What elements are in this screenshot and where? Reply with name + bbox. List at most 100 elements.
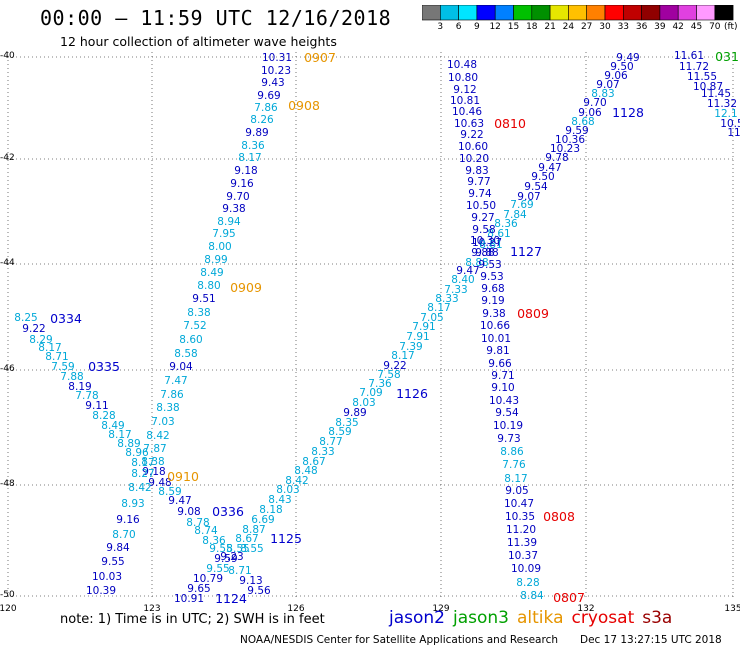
- wave-height-value: 10.5: [720, 118, 740, 130]
- wave-height-value: 9.70: [226, 191, 249, 203]
- wave-height-value: 9.69: [257, 90, 280, 102]
- wave-height-value: 8.83: [591, 88, 614, 100]
- pass-time-label: 0909: [230, 280, 262, 295]
- wave-height-value: 8.36: [202, 535, 226, 547]
- wave-height-value: 9.83: [465, 165, 488, 177]
- lat-tick-label: -44: [0, 258, 15, 268]
- wave-height-value: 8.58: [174, 348, 197, 360]
- pass-time-label: 1127: [510, 244, 542, 259]
- pass-time-label: 0335: [88, 359, 120, 374]
- pass-time-label: 0809: [517, 306, 549, 321]
- wave-height-value: 7.91: [412, 321, 435, 333]
- wave-height-value: 11.39: [507, 537, 537, 549]
- wave-height-value: 7.03: [151, 416, 174, 428]
- color-scale-label: 12: [489, 22, 501, 32]
- wave-height-value: 9.22: [383, 360, 406, 372]
- pass-time-label: 1126: [396, 386, 428, 401]
- wave-height-value: 11: [727, 127, 740, 139]
- wave-height-value: 10.23: [550, 143, 580, 155]
- wave-height-value: 11.32: [707, 98, 737, 110]
- wave-height-value: 9.58: [472, 224, 495, 236]
- wave-height-value: 9.27: [471, 212, 494, 224]
- wave-height-value: 9.10: [491, 382, 514, 394]
- wave-height-value: 10.36: [555, 134, 585, 146]
- wave-height-value: 9.18: [234, 165, 257, 177]
- wave-height-value: 10.47: [504, 498, 534, 510]
- wave-height-value: 7.78: [75, 390, 98, 402]
- wave-height-value: 8.17: [504, 473, 527, 485]
- wave-height-value: 9.49: [616, 52, 639, 64]
- lon-tick-label: 135: [724, 604, 740, 614]
- wave-height-value: 9.07: [596, 79, 619, 91]
- color-scale-label: 3: [437, 22, 444, 32]
- wave-height-value: 9.53: [478, 259, 501, 271]
- wave-height-value: 10.79: [193, 573, 223, 585]
- wave-height-value: 7.33: [444, 284, 467, 296]
- color-scale-label: 21: [544, 22, 556, 32]
- wave-height-value: 9.18: [142, 466, 165, 478]
- wave-height-value: 10.60: [458, 141, 488, 153]
- pass-time-label: 0910: [167, 469, 199, 484]
- pass-time-label: 0808: [543, 509, 575, 524]
- wave-height-value: 8.28: [516, 577, 539, 589]
- wave-height-value: 9.51: [192, 293, 215, 305]
- wave-height-value: 9.65: [187, 583, 210, 595]
- wave-height-value: 11.72: [679, 61, 709, 73]
- wave-height-value: 10.80: [448, 72, 478, 84]
- wave-height-value: 9.54: [524, 181, 548, 193]
- satellite-tracks: 10.3110.239.439.697.868.269.898.368.179.…: [14, 49, 740, 606]
- wave-height-value: 8.38: [156, 402, 179, 414]
- wave-height-value: 10.81: [450, 95, 480, 107]
- wave-height-value: 8.61: [487, 228, 510, 240]
- wave-height-value: 9.19: [481, 295, 504, 307]
- wave-height-value: 9.88: [475, 247, 498, 259]
- lat-tick-label: -46: [0, 364, 15, 374]
- color-scale-label: 70: [709, 22, 721, 32]
- wave-height-value: 8.29: [29, 334, 52, 346]
- wave-height-value: 10.39: [86, 585, 116, 597]
- wave-height-value: 9.48: [148, 477, 171, 489]
- wave-height-value: 8.59: [158, 486, 181, 498]
- wave-height-value: 10.23: [261, 65, 291, 77]
- wave-height-value: 9.38: [222, 203, 245, 215]
- wave-height-value: 7.05: [420, 312, 443, 324]
- legend-item-cryosat: cryosat: [571, 608, 635, 628]
- units-note: note: 1) Time is in UTC; 2) SWH is in fe…: [60, 612, 325, 627]
- color-scale-label: 33: [617, 22, 630, 32]
- lon-tick-label: 123: [143, 604, 161, 614]
- wave-height-value: 7.36: [368, 378, 392, 390]
- wave-height-value: 8.18: [259, 504, 282, 516]
- wave-height-value: 11.55: [687, 71, 717, 83]
- wave-height-value: 9.47: [456, 265, 479, 277]
- wave-height-value: 9.43: [261, 77, 284, 89]
- wave-height-value: 8.87: [242, 524, 265, 536]
- wave-height-value: 9.50: [610, 61, 633, 73]
- color-scale-label: 42: [672, 22, 684, 32]
- footer-credit: NOAA/NESDIS Center for Satellite Applica…: [240, 634, 558, 646]
- wave-height-value: 9.47: [538, 162, 561, 174]
- page-title: 00:00 – 11:59 UTC 12/16/2018: [40, 6, 392, 30]
- wave-height-value: 8.17: [238, 152, 261, 164]
- wave-height-value: 7.87: [143, 443, 166, 455]
- wave-height-value: 8.49: [101, 420, 124, 432]
- color-scale-label: 15: [507, 22, 520, 32]
- wave-height-value: 10.50: [466, 200, 496, 212]
- color-scale-label: 24: [562, 22, 575, 32]
- wave-height-value: 9.04: [169, 361, 193, 373]
- wave-height-value: 8.55: [226, 543, 249, 555]
- wave-height-value: 7.52: [183, 320, 206, 332]
- pass-time-label: 0810: [494, 116, 526, 131]
- wave-height-value: 8.17: [427, 302, 450, 314]
- wave-height-value: 7.86: [160, 389, 184, 401]
- wave-height-value: 8.71: [45, 351, 68, 363]
- legend-item-altika: altika: [517, 608, 564, 628]
- wave-height-value: 7.59: [51, 361, 74, 373]
- color-scale-labels: 3 6 9 12 15 18 21 24 27 30 33 36 39 42 45 70: [422, 22, 740, 34]
- wave-height-value: 7.91: [406, 331, 429, 343]
- wave-height-value: 8.96: [125, 447, 149, 459]
- legend-item-s3a: s3a: [642, 608, 673, 628]
- wave-height-value: 8.26: [250, 114, 274, 126]
- wave-height-value: 8.89: [117, 438, 140, 450]
- wave-height-value: 8.35: [335, 417, 358, 429]
- color-scale-label: 6: [455, 22, 462, 32]
